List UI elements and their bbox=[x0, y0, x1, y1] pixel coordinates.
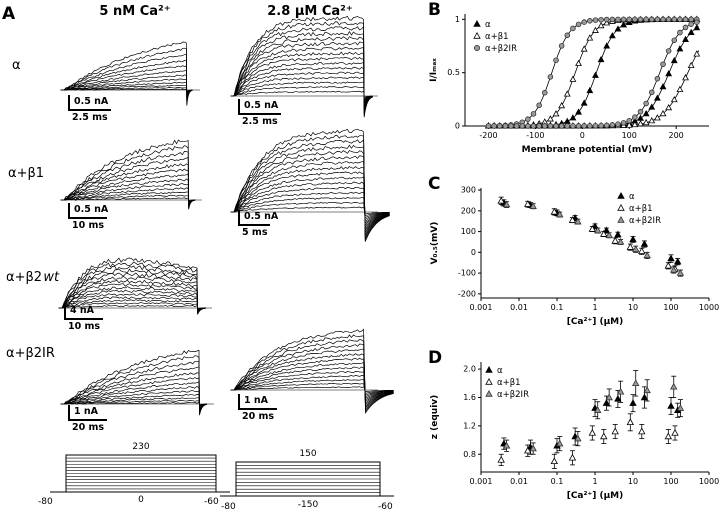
svg-text:1.2: 1.2 bbox=[463, 421, 476, 430]
svg-text:0.5: 0.5 bbox=[447, 68, 460, 77]
svg-text:1.6: 1.6 bbox=[463, 393, 476, 402]
svg-text:100: 100 bbox=[663, 477, 678, 486]
scalebar-b1-2.8uM: 0.5 nA 5 ms bbox=[238, 210, 280, 238]
svg-text:1000: 1000 bbox=[699, 303, 719, 312]
scalebar-current: 0.5 nA bbox=[238, 210, 280, 224]
svg-text:I/Iₘₐₓ: I/Iₘₐₓ bbox=[429, 58, 439, 82]
scalebar-time: 2.5 ms bbox=[68, 109, 111, 123]
panel-letter-a: A bbox=[2, 4, 16, 24]
traces-alpha-b2wt-5nM bbox=[58, 257, 212, 315]
scalebar-b1-5nM: 0.5 nA 10 ms bbox=[68, 203, 110, 231]
scalebar-current: 0.5 nA bbox=[68, 95, 110, 109]
svg-text:100: 100 bbox=[461, 227, 476, 236]
svg-text:300: 300 bbox=[461, 186, 476, 195]
svg-text:Membrane potential (mV): Membrane potential (mV) bbox=[522, 145, 653, 155]
panel-a-current-traces bbox=[50, 15, 394, 497]
row-label-alpha-b2IR: α+β2IR bbox=[6, 346, 55, 361]
svg-text:0.8: 0.8 bbox=[463, 450, 476, 459]
svg-text:10: 10 bbox=[628, 477, 638, 486]
traces-alpha-5nM bbox=[60, 41, 200, 106]
svg-text:0.01: 0.01 bbox=[510, 477, 528, 486]
svg-text:100: 100 bbox=[663, 303, 678, 312]
svg-text:1000: 1000 bbox=[699, 477, 719, 486]
scalebar-current: 0.5 nA bbox=[68, 203, 110, 217]
scalebar-current: 1 nA bbox=[68, 405, 100, 419]
svg-text:0: 0 bbox=[471, 248, 476, 257]
svg-text:0.1: 0.1 bbox=[551, 477, 564, 486]
scalebar-time: 2.5 ms bbox=[238, 113, 281, 127]
svg-text:α: α bbox=[629, 192, 635, 202]
scalebar-b2IR-2.8uM: 1 nA 20 ms bbox=[238, 394, 278, 422]
scalebar-time: 20 ms bbox=[238, 408, 278, 422]
scalebar-alpha-2.8uM: 0.5 nA 2.5 ms bbox=[238, 99, 281, 127]
panel-d-z-plot: 0.001 0.01 0.1 1 10 100 1000 0.8 1.2 1.6 2.0 [Ca²⁺]… bbox=[430, 362, 719, 501]
svg-text:2.0: 2.0 bbox=[463, 365, 476, 374]
scalebar-current: 1 nA bbox=[238, 394, 270, 408]
traces-alpha-b2IR-5nM bbox=[60, 349, 214, 416]
protocol-right-vmin: -150 bbox=[297, 500, 319, 510]
protocol-left-holding: -80 bbox=[38, 497, 53, 507]
svg-text:-100: -100 bbox=[458, 269, 476, 278]
svg-text:α+β2IR: α+β2IR bbox=[485, 44, 517, 54]
svg-text:[Ca²⁺] (μM): [Ca²⁺] (μM) bbox=[567, 317, 624, 327]
protocol-right-tail: -60 bbox=[378, 502, 393, 512]
protocol-left-vmin: 0 bbox=[138, 495, 144, 505]
scalebar-current: 4 nA bbox=[64, 304, 96, 318]
traces-alpha-b1-2.8uM bbox=[230, 128, 390, 242]
svg-text:-200: -200 bbox=[479, 131, 497, 140]
protocol-left-tail: -60 bbox=[204, 497, 219, 507]
svg-text:-200: -200 bbox=[458, 289, 476, 298]
panel-b-gv-plot: -200 -100 0 100 200 0 0.5 1 Membrane potential (… bbox=[429, 14, 709, 155]
svg-text:α: α bbox=[485, 20, 491, 30]
svg-text:α+β2IR: α+β2IR bbox=[497, 390, 529, 400]
svg-text:1: 1 bbox=[592, 477, 597, 486]
column-header-high-ca: 2.8 μM Ca²⁺ bbox=[267, 4, 353, 19]
scalebar-current: 0.5 nA bbox=[238, 99, 280, 113]
protocol-right-holding: -80 bbox=[221, 502, 236, 512]
svg-text:α+β1: α+β1 bbox=[485, 32, 509, 42]
svg-text:200: 200 bbox=[669, 131, 684, 140]
row-label-alpha-b1: α+β1 bbox=[8, 166, 45, 181]
panel-c-v05-plot: 0.001 0.01 0.1 1 10 100 1000 -200 -100 0 100 200 300… bbox=[430, 186, 719, 327]
protocol-left-vmax: 230 bbox=[132, 442, 150, 452]
scalebar-b2IR-5nM: 1 nA 20 ms bbox=[68, 405, 108, 433]
svg-text:0.001: 0.001 bbox=[470, 303, 493, 312]
svg-text:α+β2IR: α+β2IR bbox=[629, 216, 661, 226]
svg-text:10: 10 bbox=[628, 303, 638, 312]
traces-alpha-b2IR-2.8uM bbox=[230, 328, 394, 414]
svg-text:V₀.₅(mV): V₀.₅(mV) bbox=[430, 222, 440, 265]
svg-text:0: 0 bbox=[580, 131, 585, 140]
panel-letter-d: D bbox=[428, 348, 443, 368]
panel-letter-c: C bbox=[428, 174, 441, 194]
protocol-right-vmax: 150 bbox=[299, 449, 317, 459]
svg-text:0.01: 0.01 bbox=[510, 303, 528, 312]
svg-text:0: 0 bbox=[455, 122, 460, 131]
svg-text:200: 200 bbox=[461, 206, 476, 215]
svg-text:α+β1: α+β1 bbox=[629, 204, 653, 214]
svg-text:100: 100 bbox=[622, 131, 637, 140]
scalebar-time: 20 ms bbox=[68, 419, 108, 433]
svg-text:[Ca²⁺] (μM): [Ca²⁺] (μM) bbox=[567, 491, 624, 501]
svg-text:-100: -100 bbox=[526, 131, 544, 140]
svg-text:1: 1 bbox=[592, 303, 597, 312]
panel-letter-b: B bbox=[428, 0, 441, 20]
svg-text:0.001: 0.001 bbox=[470, 477, 493, 486]
scalebar-time: 5 ms bbox=[238, 224, 271, 238]
row-label-alpha: α bbox=[12, 58, 21, 73]
traces-alpha-2.8uM bbox=[230, 15, 378, 118]
svg-text:α: α bbox=[497, 366, 503, 376]
svg-text:1: 1 bbox=[455, 15, 460, 24]
scalebar-alpha-5nM: 0.5 nA 2.5 ms bbox=[68, 95, 111, 123]
scalebar-time: 10 ms bbox=[64, 318, 104, 332]
svg-text:0.1: 0.1 bbox=[551, 303, 564, 312]
traces-alpha-b1-5nM bbox=[60, 139, 202, 210]
row-label-alpha-b2wt: α+β2 wt bbox=[6, 270, 60, 285]
scalebar-b2wt-5nM: 4 nA 10 ms bbox=[64, 304, 104, 332]
svg-text:z (equiv): z (equiv) bbox=[430, 395, 440, 440]
column-header-low-ca: 5 nM Ca²⁺ bbox=[99, 4, 171, 19]
scalebar-time: 10 ms bbox=[68, 217, 108, 231]
svg-text:α+β1: α+β1 bbox=[497, 378, 521, 388]
